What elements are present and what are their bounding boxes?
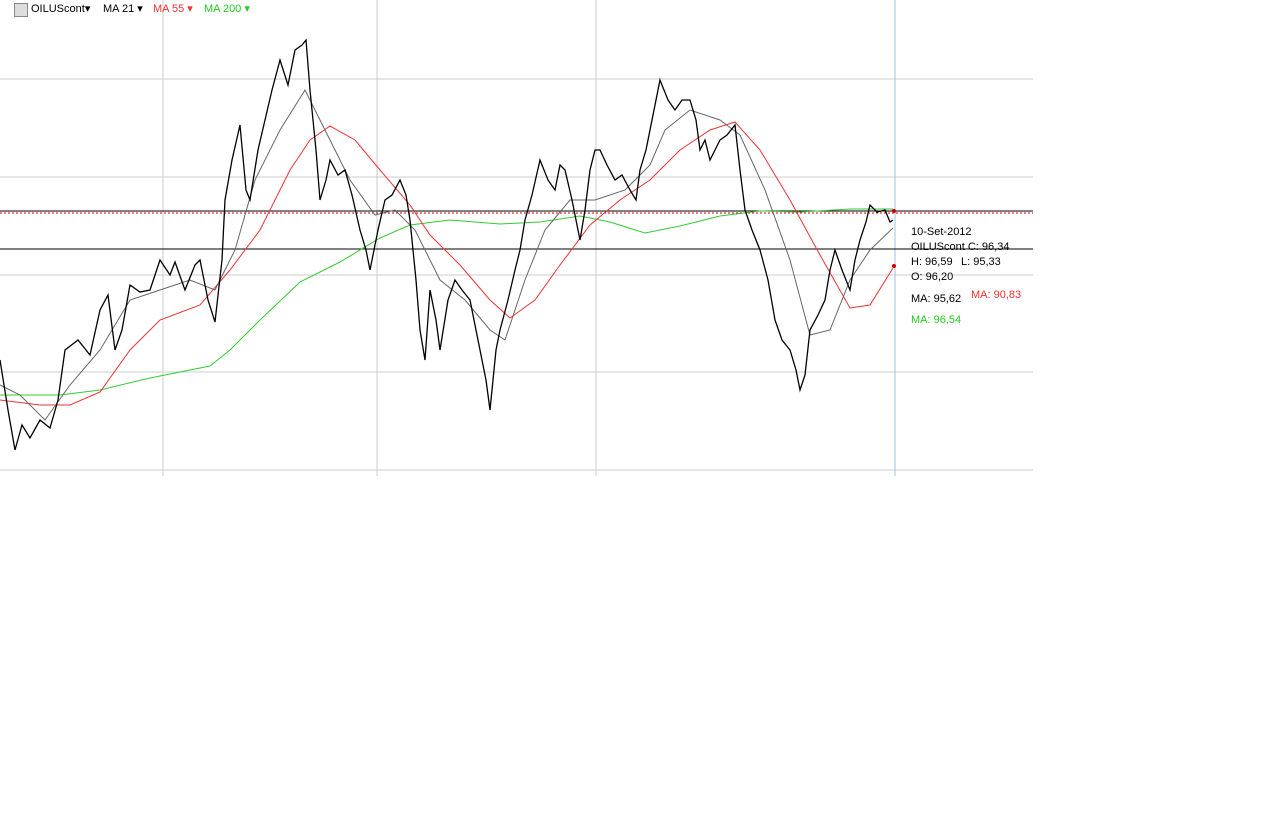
info-high: H: 96,59 (911, 256, 953, 268)
indicator-label: MA 200 (204, 3, 242, 15)
info-ma-55: MA: 90,83 (971, 289, 1022, 301)
symbol-icon (14, 3, 28, 17)
indicator-menu[interactable]: MA 55 ▾ (153, 3, 193, 15)
ma-marker (892, 264, 896, 268)
price-chart (0, 0, 1033, 476)
info-ma-200: MA: 96,54 (911, 314, 962, 326)
info-ma-21: MA: 95,62 (911, 293, 962, 305)
indicator-label: MA 21 (103, 3, 135, 15)
ma-55-line (0, 121, 894, 406)
symbol-menu[interactable]: OILUScont▾ (31, 3, 91, 15)
indicator-menu[interactable]: MA 21 ▾ (103, 3, 143, 15)
ma-21-line (0, 88, 894, 421)
last-price-marker (892, 209, 896, 213)
indicator-label: MA 55 (153, 3, 185, 15)
info-open: O: 96,20 (911, 271, 954, 283)
ma-200-line (0, 208, 893, 396)
info-low: L: 95,33 (961, 256, 1001, 268)
indicator-menu[interactable]: MA 200 ▾ (204, 3, 250, 15)
info-close: OILUScont C: 96,34 (911, 241, 1010, 253)
symbol-name: OILUScont (31, 3, 85, 15)
price-line (0, 38, 894, 451)
info-date: 10-Set-2012 (911, 226, 972, 238)
grid (0, 0, 1033, 476)
